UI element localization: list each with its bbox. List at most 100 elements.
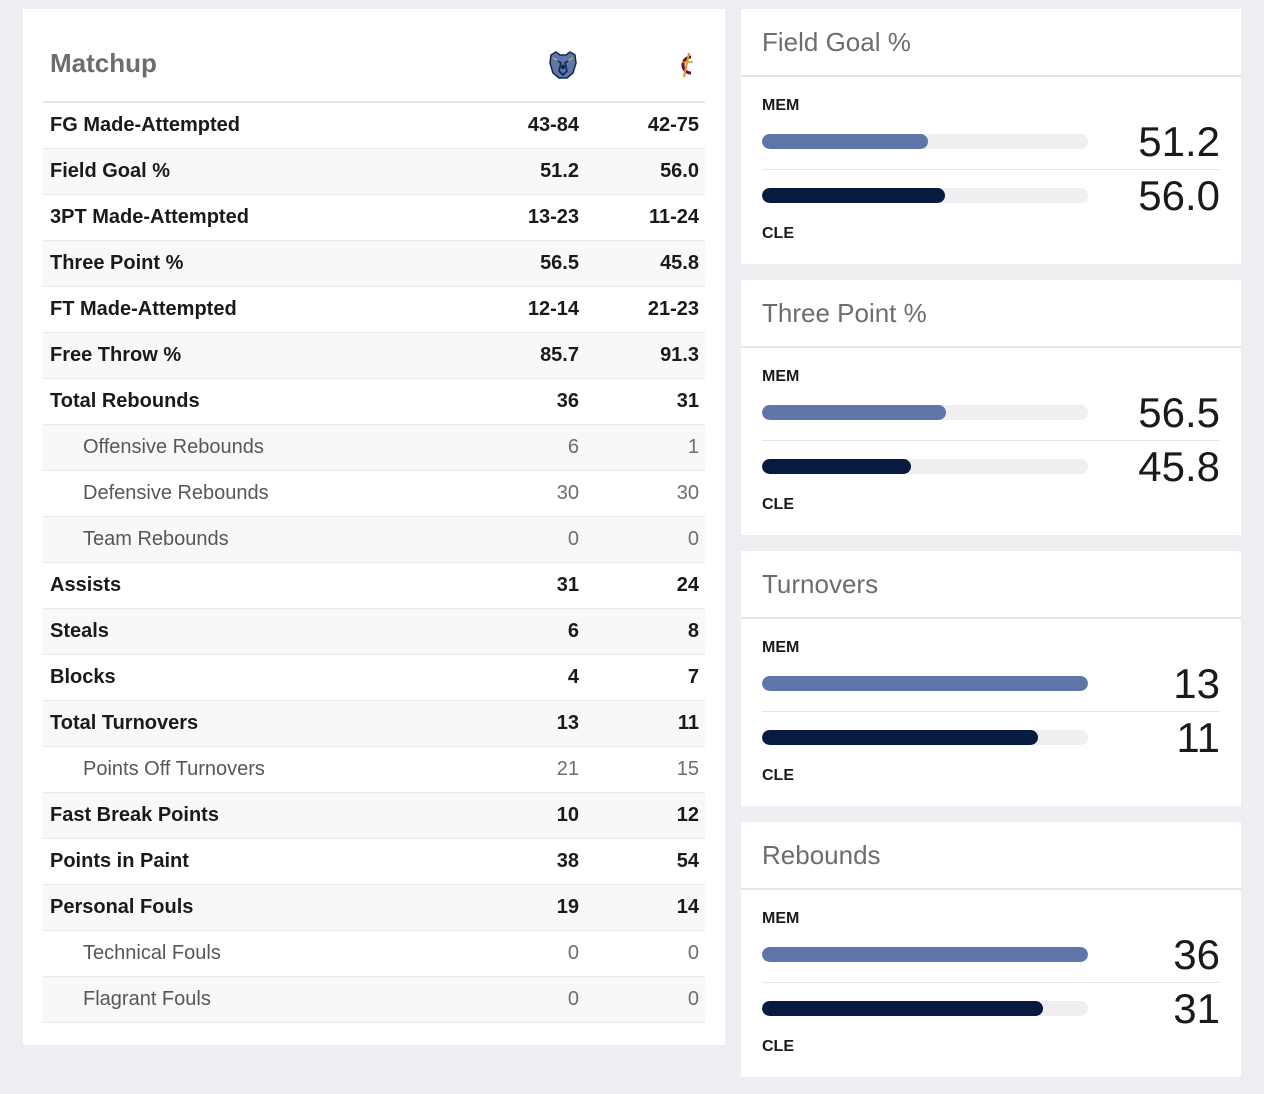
stat-label: Technical Fouls bbox=[83, 942, 221, 964]
bar-track-cle bbox=[762, 459, 1088, 474]
stat-value-mem: 19 bbox=[556, 896, 579, 918]
stat-value-cle: 31 bbox=[676, 390, 699, 412]
bar-fill-cle bbox=[762, 459, 912, 474]
comparison-title: Rebounds bbox=[741, 822, 1241, 890]
stat-value-mem: 13-23 bbox=[527, 206, 579, 228]
bar-track-mem bbox=[762, 134, 1088, 149]
comparison-body: MEM 56.5 45.8 CLE bbox=[741, 348, 1241, 535]
stat-row: 3PT Made-Attempted 13-23 11-24 bbox=[43, 195, 705, 241]
value-mem: 51.2 bbox=[1138, 118, 1220, 165]
stat-value-cle: 1 bbox=[687, 436, 699, 458]
grizzlies-logo-icon[interactable] bbox=[545, 47, 581, 83]
value-cle: 56.0 bbox=[1138, 172, 1220, 219]
matchup-card: Matchup FG Made-Attempted 43-84 42-75 Field… bbox=[23, 9, 725, 1045]
stat-row: FG Made-Attempted 43-84 42-75 bbox=[43, 103, 705, 149]
stat-row: Defensive Rebounds 30 30 bbox=[43, 471, 705, 517]
stat-row: Flagrant Fouls 0 0 bbox=[43, 977, 705, 1023]
stat-value-cle: 91.3 bbox=[660, 344, 699, 366]
stat-value-mem: 12-14 bbox=[527, 298, 579, 320]
stat-value-mem: 10 bbox=[556, 804, 579, 826]
comparison-card: Turnovers MEM 13 11 CLE bbox=[741, 551, 1241, 806]
stat-value-cle: 14 bbox=[676, 896, 699, 918]
comparison-title: Field Goal % bbox=[741, 9, 1241, 77]
stat-value-cle: 12 bbox=[676, 804, 699, 826]
stat-label: Three Point % bbox=[50, 252, 184, 274]
stat-label: Points in Paint bbox=[50, 850, 189, 872]
bar-track-cle bbox=[762, 188, 1088, 203]
stat-value-mem: 31 bbox=[556, 574, 579, 596]
stat-row: Personal Fouls 19 14 bbox=[43, 885, 705, 931]
stat-value-mem: 6 bbox=[567, 620, 579, 642]
comparison-card: Three Point % MEM 56.5 45.8 CLE bbox=[741, 280, 1241, 535]
stat-label: Team Rebounds bbox=[83, 528, 229, 550]
stat-label: Blocks bbox=[50, 666, 116, 688]
comparison-body: MEM 51.2 56.0 CLE bbox=[741, 77, 1241, 264]
team-tag-bottom: CLE bbox=[762, 767, 794, 784]
stat-label: Total Turnovers bbox=[50, 712, 199, 734]
team-tag-top: MEM bbox=[762, 368, 800, 385]
comparison-body: MEM 13 11 CLE bbox=[741, 619, 1241, 806]
stat-value-cle: 8 bbox=[687, 620, 699, 642]
bar-fill-mem bbox=[762, 405, 947, 420]
stat-value-cle: 7 bbox=[687, 666, 699, 688]
bar-fill-mem bbox=[762, 676, 1088, 691]
bar-fill-cle bbox=[762, 1001, 1043, 1016]
stat-value-cle: 56.0 bbox=[660, 160, 699, 182]
stat-label: FT Made-Attempted bbox=[50, 298, 237, 320]
value-cle: 45.8 bbox=[1138, 443, 1220, 490]
team-tag-bottom: CLE bbox=[762, 225, 794, 242]
value-cle: 31 bbox=[1173, 985, 1220, 1032]
comparison-title: Three Point % bbox=[741, 280, 1241, 348]
bar-fill-cle bbox=[762, 730, 1038, 745]
bar-track-mem bbox=[762, 676, 1088, 691]
comparison-body: MEM 36 31 CLE bbox=[741, 890, 1241, 1077]
stat-row: Offensive Rebounds 6 1 bbox=[43, 425, 705, 471]
stat-value-mem: 36 bbox=[556, 390, 579, 412]
stat-value-mem: 30 bbox=[556, 482, 579, 504]
value-mem: 56.5 bbox=[1138, 389, 1220, 436]
stat-row: Assists 31 24 bbox=[43, 563, 705, 609]
stat-row: Fast Break Points 10 12 bbox=[43, 793, 705, 839]
stat-value-cle: 30 bbox=[676, 482, 699, 504]
stat-row: FT Made-Attempted 12-14 21-23 bbox=[43, 287, 705, 333]
stat-value-mem: 21 bbox=[556, 758, 579, 780]
stat-value-cle: 42-75 bbox=[647, 114, 699, 136]
comparison-card: Rebounds MEM 36 31 CLE bbox=[741, 822, 1241, 1077]
divider bbox=[762, 711, 1220, 712]
bar-fill-mem bbox=[762, 947, 1088, 962]
stat-value-cle: 11-24 bbox=[648, 206, 699, 228]
stat-label: Steals bbox=[50, 620, 109, 642]
stat-value-cle: 11 bbox=[677, 712, 699, 734]
stat-value-mem: 6 bbox=[567, 436, 579, 458]
stat-row: Team Rebounds 0 0 bbox=[43, 517, 705, 563]
stat-row: Blocks 4 7 bbox=[43, 655, 705, 701]
stat-value-cle: 24 bbox=[676, 574, 699, 596]
team-tag-top: MEM bbox=[762, 639, 800, 656]
stat-row: Total Turnovers 13 11 bbox=[43, 701, 705, 747]
stat-label: Free Throw % bbox=[50, 344, 182, 366]
stat-label: Defensive Rebounds bbox=[83, 482, 269, 504]
comparison-card: Field Goal % MEM 51.2 56.0 CLE bbox=[741, 9, 1241, 264]
stat-value-mem: 43-84 bbox=[527, 114, 579, 136]
stat-value-mem: 0 bbox=[567, 942, 579, 964]
stat-label: Fast Break Points bbox=[50, 804, 219, 826]
bar-track-mem bbox=[762, 405, 1088, 420]
bar-track-cle bbox=[762, 1001, 1088, 1016]
stat-value-cle: 54 bbox=[676, 850, 699, 872]
stat-row: Points Off Turnovers 21 15 bbox=[43, 747, 705, 793]
stat-value-mem: 4 bbox=[567, 666, 579, 688]
value-mem: 13 bbox=[1173, 660, 1220, 707]
stat-label: FG Made-Attempted bbox=[50, 114, 240, 136]
stat-value-cle: 0 bbox=[687, 988, 699, 1010]
team-tag-bottom: CLE bbox=[762, 496, 794, 513]
stat-label: Assists bbox=[50, 574, 122, 596]
value-mem: 36 bbox=[1173, 931, 1220, 978]
divider bbox=[762, 982, 1220, 983]
stat-value-mem: 0 bbox=[567, 528, 579, 550]
stat-label: Total Rebounds bbox=[50, 390, 200, 412]
stat-label: Field Goal % bbox=[50, 160, 171, 182]
cavaliers-logo-icon[interactable] bbox=[669, 47, 705, 83]
divider bbox=[762, 169, 1220, 170]
divider bbox=[762, 440, 1220, 441]
stat-label: Points Off Turnovers bbox=[83, 758, 265, 780]
